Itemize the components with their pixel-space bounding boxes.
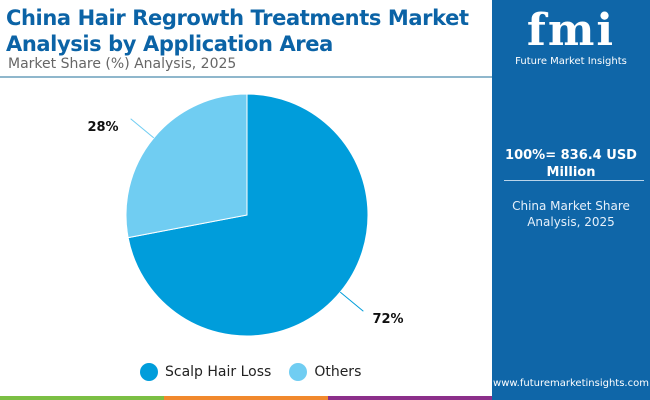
bottom-color-bar — [0, 396, 492, 400]
legend: Scalp Hair Loss Others — [140, 363, 361, 381]
data-label: 28% — [87, 120, 118, 135]
logo-name: Future Market Insights — [515, 56, 627, 67]
legend-item-scalp-hair-loss: Scalp Hair Loss — [140, 363, 271, 381]
logo-mark: fmi — [526, 5, 616, 56]
bottom-bar-segment — [328, 396, 492, 400]
leader-line — [130, 118, 155, 139]
legend-label: Others — [314, 364, 362, 380]
header-divider — [0, 76, 492, 78]
bottom-bar-segment — [164, 396, 328, 400]
website-link[interactable]: www.futuremarketinsights.com — [493, 378, 649, 389]
legend-item-others: Others — [289, 363, 361, 381]
legend-swatch — [140, 363, 158, 381]
fmi-logo: fmi Future Market Insights — [492, 5, 650, 68]
chart-subtitle: Market Share (%) Analysis, 2025 — [8, 56, 237, 72]
market-total: 100%= 836.4 USD Million — [505, 148, 637, 180]
pie-slice-scalp-hair-loss — [127, 93, 369, 337]
pie-slice-others — [125, 93, 248, 239]
panel-description: China Market Share Analysis, 2025 — [512, 199, 630, 229]
info-panel: fmi Future Market Insights 100%= 836.4 U… — [492, 0, 650, 400]
chart-title: China Hair Regrowth Treatments Market An… — [6, 6, 469, 56]
legend-label: Scalp Hair Loss — [165, 364, 272, 380]
panel-divider — [504, 180, 644, 181]
legend-swatch — [289, 363, 308, 381]
leader-line — [339, 291, 364, 312]
data-label: 72% — [372, 312, 403, 327]
bottom-bar-segment — [0, 396, 164, 400]
pie-chart: 72% 28% — [87, 93, 404, 337]
